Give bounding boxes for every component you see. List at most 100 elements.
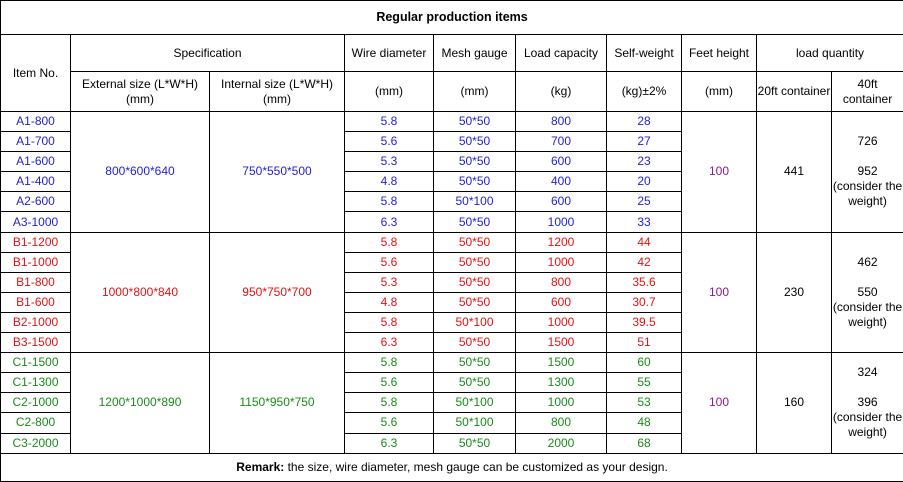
internal-size-label: Internal size (L*W*H) xyxy=(220,76,334,91)
self-weight-cell: 48 xyxy=(606,412,682,434)
header-row-1: Item No. Specification Wire diameter Mes… xyxy=(0,34,903,112)
mesh-gauge-cell: 50*50 xyxy=(433,231,516,253)
unit-mesh: (mm) xyxy=(433,71,516,112)
feet-height-cell: 100 xyxy=(681,111,757,233)
self-weight-cell: 53 xyxy=(606,392,682,414)
qty-40ft-note: (consider the weight) xyxy=(832,299,903,329)
item-no-cell: A1-800 xyxy=(0,110,71,133)
wire-diameter-cell: 4.8 xyxy=(344,171,434,193)
header-self-weight: Self-weight xyxy=(606,34,682,72)
load-capacity-cell: 700 xyxy=(515,131,607,153)
self-weight-cell: 25 xyxy=(606,191,682,213)
qty-20ft-cell: 160 xyxy=(756,352,832,454)
header-row-2: External size (L*W*H) (mm) Internal size… xyxy=(1,71,903,112)
item-no-cell: C1-1300 xyxy=(0,372,71,394)
external-size-label: External size (L*W*H) xyxy=(81,76,199,91)
mesh-gauge-cell: 50*50 xyxy=(433,211,516,233)
wire-diameter-cell: 4.8 xyxy=(344,291,434,313)
qty-20ft-cell: 230 xyxy=(756,231,832,354)
unit-wire: (mm) xyxy=(344,71,434,112)
item-no-cell: A1-400 xyxy=(0,171,71,193)
load-capacity-cell: 800 xyxy=(515,271,607,293)
header-20ft-container: 20ft container xyxy=(756,71,832,112)
header-40ft-container: 40ft container xyxy=(830,71,903,112)
wire-diameter-cell: 5.8 xyxy=(344,110,434,133)
remark-text: the size, wire diameter, mesh gauge can … xyxy=(284,459,668,474)
item-no-cell: B2-1000 xyxy=(0,311,71,334)
qty-40ft-note: (consider the weight) xyxy=(832,410,903,440)
external-size-cell: 1000*800*840 xyxy=(70,231,210,354)
load-capacity-cell: 1500 xyxy=(515,332,607,354)
header-feet-height: Feet height xyxy=(681,34,757,72)
feet-height-cell: 100 xyxy=(681,231,757,354)
item-no-cell: A1-700 xyxy=(0,131,71,153)
mesh-gauge-cell: 50*50 xyxy=(433,352,516,374)
internal-size-cell: 750*550*500 xyxy=(209,111,345,233)
self-weight-cell: 44 xyxy=(606,231,682,253)
table-title: Regular production items xyxy=(0,0,903,35)
table-row: B1-1200 1000*800*840 950*750*700 5.8 50*… xyxy=(0,231,903,354)
load-capacity-cell: 600 xyxy=(515,291,607,313)
mesh-gauge-cell: 50*50 xyxy=(433,372,516,394)
qty-40ft-weight-value: 550 xyxy=(857,284,878,299)
wire-diameter-cell: 5.6 xyxy=(344,412,434,434)
qty-40ft-cell: 726 952 (consider the weight) xyxy=(830,111,903,233)
qty-40ft-value: 462 xyxy=(857,254,878,269)
wire-diameter-cell: 6.3 xyxy=(344,211,434,233)
internal-size-unit: (mm) xyxy=(263,91,291,106)
remark-row: Remark: the size, wire diameter, mesh ga… xyxy=(0,452,903,482)
wire-diameter-cell: 5.8 xyxy=(344,191,434,213)
qty-20ft-cell: 441 xyxy=(756,111,832,233)
mesh-gauge-cell: 50*100 xyxy=(433,191,516,213)
unit-self-weight: (kg)±2% xyxy=(606,71,682,112)
wire-diameter-cell: 5.3 xyxy=(344,151,434,173)
load-capacity-cell: 800 xyxy=(515,110,607,133)
item-no-cell: B1-800 xyxy=(0,271,71,293)
header-external-size: External size (L*W*H) (mm) xyxy=(70,71,210,112)
load-capacity-cell: 1000 xyxy=(515,392,607,414)
mesh-gauge-cell: 50*100 xyxy=(433,392,516,414)
self-weight-cell: 55 xyxy=(606,372,682,394)
external-size-cell: 1200*1000*890 xyxy=(70,352,210,454)
header-wire-diameter: Wire diameter xyxy=(344,34,434,72)
table-row: C1-1300 5.6 50*50 1300 55 xyxy=(0,372,903,394)
item-no-cell: A1-600 xyxy=(0,151,71,173)
load-capacity-cell: 400 xyxy=(515,171,607,193)
self-weight-cell: 33 xyxy=(606,211,682,233)
qty-40ft-weight-value: 396 xyxy=(857,395,878,410)
mesh-gauge-cell: 50*50 xyxy=(433,110,516,133)
external-size-cell: 800*600*640 xyxy=(70,111,210,233)
item-no-cell: C1-1500 xyxy=(0,352,71,374)
header-mesh-gauge: Mesh gauge xyxy=(433,34,516,72)
qty-40ft-value: 726 xyxy=(857,134,878,149)
load-capacity-cell: 600 xyxy=(515,191,607,213)
mesh-gauge-cell: 50*50 xyxy=(433,151,516,173)
load-capacity-cell: 1000 xyxy=(515,211,607,233)
wire-diameter-cell: 5.8 xyxy=(344,311,434,334)
feet-height-cell: 100 xyxy=(681,352,757,454)
wire-diameter-cell: 5.3 xyxy=(344,271,434,293)
self-weight-cell: 51 xyxy=(606,332,682,354)
mesh-gauge-cell: 50*100 xyxy=(433,311,516,334)
self-weight-cell: 39.5 xyxy=(606,311,682,334)
table-row: C1-1500 1200*1000*890 1150*950*750 5.8 5… xyxy=(0,352,903,454)
wire-diameter-cell: 5.6 xyxy=(344,372,434,394)
header-load-quantity: load quantity xyxy=(755,34,903,72)
wire-diameter-cell: 6.3 xyxy=(344,432,434,454)
self-weight-cell: 60 xyxy=(606,352,682,374)
title-row: Regular production items xyxy=(0,0,903,35)
item-no-cell: A3-1000 xyxy=(0,211,71,233)
self-weight-cell: 35.6 xyxy=(606,271,682,293)
self-weight-cell: 30.7 xyxy=(606,291,682,313)
self-weight-cell: 27 xyxy=(606,131,682,153)
header-item-no: Item No. xyxy=(0,34,71,112)
header-specification: Specification xyxy=(70,34,345,72)
self-weight-cell: 20 xyxy=(606,171,682,193)
qty-40ft-note: (consider the weight) xyxy=(832,179,903,209)
table-row: A2-600 5.8 50*100 600 25 xyxy=(0,191,903,213)
mesh-gauge-cell: 50*50 xyxy=(433,131,516,153)
wire-diameter-cell: 5.8 xyxy=(344,231,434,253)
item-no-cell: C2-1000 xyxy=(0,392,71,414)
item-no-cell: B1-1200 xyxy=(0,231,71,253)
